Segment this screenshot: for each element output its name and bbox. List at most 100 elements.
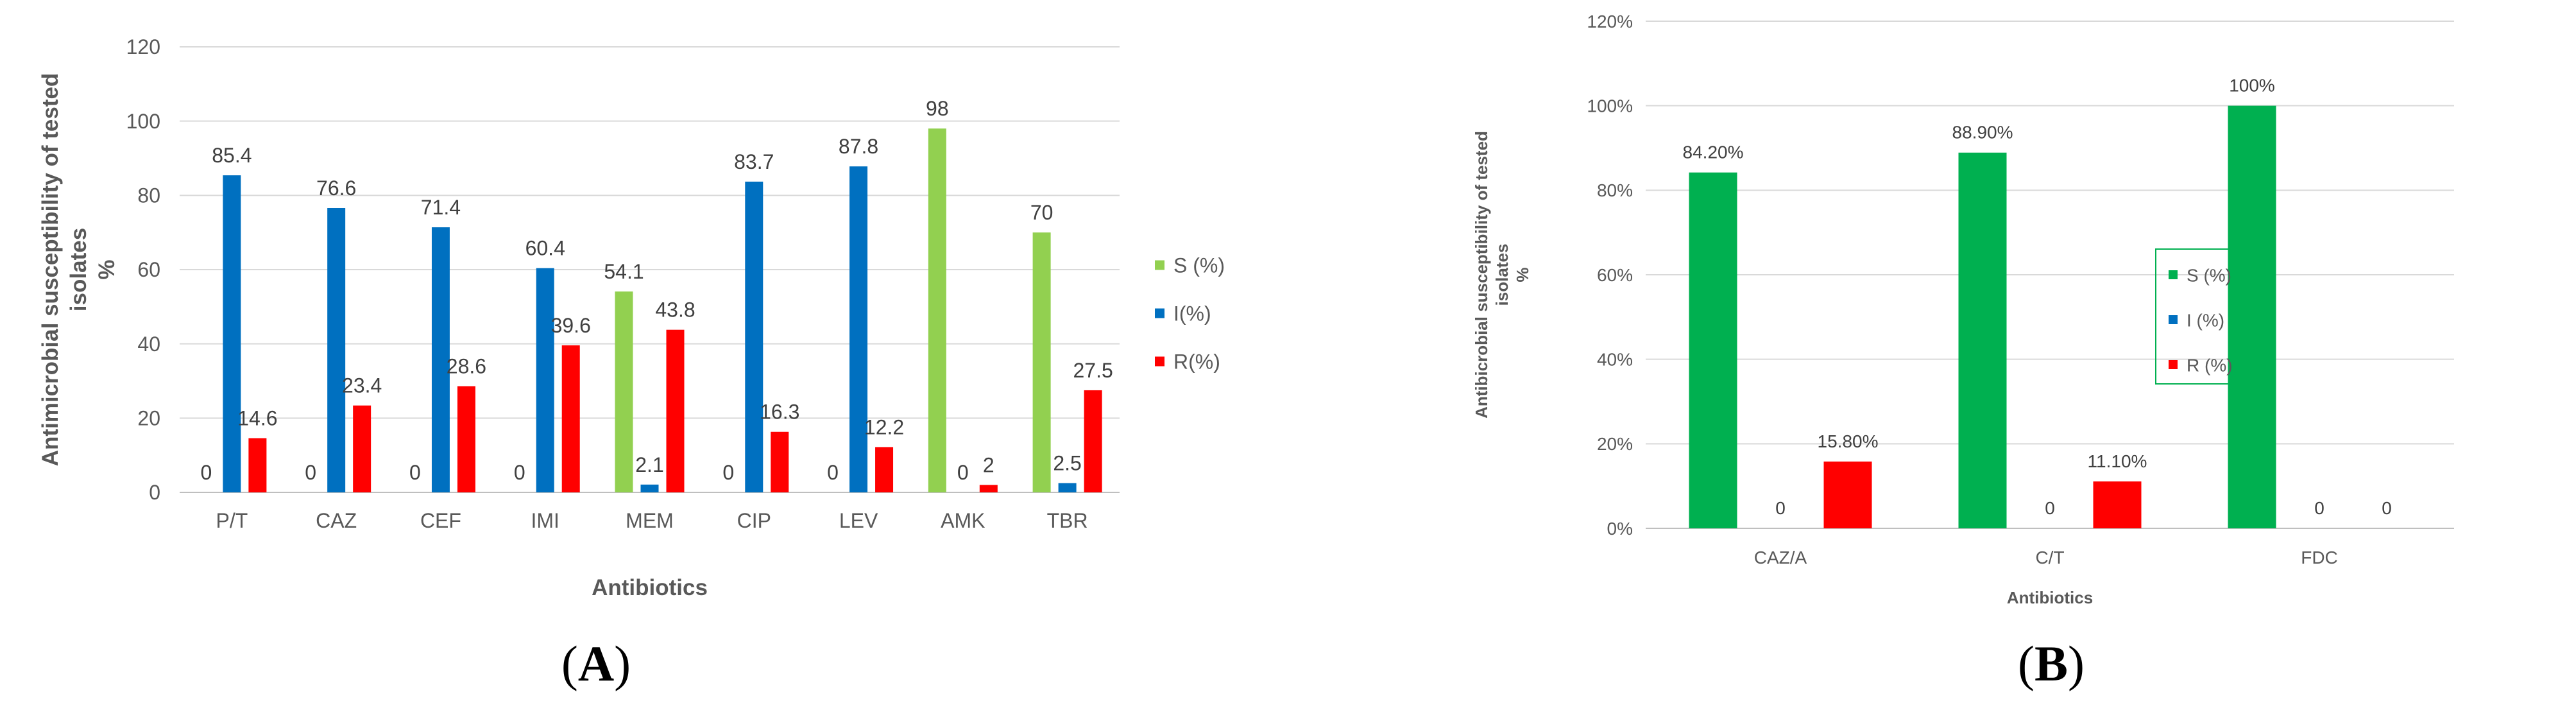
chart-b-data-label: 88.90%	[1952, 123, 2013, 143]
chart-a-bar	[745, 181, 763, 492]
chart-b: 0% 20% 40% 60% 80% 100% 120% 84.20% 0 15.80% CAZ/A…	[1472, 12, 2454, 691]
chart-a-bar	[640, 484, 659, 492]
chart-a-data-label: 43.8	[655, 299, 695, 322]
chart-b-legend-label: R (%)	[2187, 355, 2233, 375]
chart-b-y-tick-label: 0%	[1607, 519, 1633, 539]
chart-b-bar	[2093, 481, 2142, 528]
chart-a-bar	[327, 207, 346, 492]
chart-b-y-axis-title: Antibicrobial susceptibility of testedis…	[1472, 131, 1532, 419]
chart-a-bar	[561, 345, 580, 492]
chart-b-data-label: 0	[2045, 498, 2055, 518]
chart-a-data-label: 76.6	[316, 177, 356, 200]
chart-a-x-tick-label: CIP	[737, 509, 771, 532]
chart-a-x-tick-label: TBR	[1047, 509, 1088, 532]
chart-a-bar	[536, 268, 554, 492]
chart-a-data-label: 0	[409, 461, 421, 484]
chart-a-bar	[431, 227, 450, 492]
chart-a-y-tick-label: 40	[137, 333, 160, 356]
chart-a-legend-swatch	[1155, 308, 1164, 318]
chart-b-y-axis-title-line: %	[1513, 267, 1532, 282]
chart-b-y-axis-title-line: isolates	[1492, 244, 1512, 306]
chart-a-data-label: 87.8	[839, 135, 878, 158]
chart-b-panel-label: (B)	[2018, 636, 2085, 691]
chart-a-data-label: 27.5	[1073, 359, 1113, 382]
chart-a-data-label: 2	[983, 453, 994, 476]
chart-b-bar	[1689, 172, 1737, 528]
chart-a-data-label: 70	[1030, 201, 1053, 224]
chart-a-x-tick-label: CAZ	[316, 509, 357, 532]
chart-a: 020406080100120085.414.6P/T076.623.4CAZ0…	[38, 35, 1225, 691]
chart-a-bar	[875, 447, 894, 492]
chart-b-data-label: 100%	[2229, 76, 2275, 96]
chart-a-data-label: 2.1	[635, 453, 663, 476]
chart-a-data-label: 0	[827, 461, 839, 484]
chart-b-legend-label: I (%)	[2187, 310, 2224, 330]
chart-a-y-axis-title: Antimicrobial susceptibility of tested is…	[38, 73, 119, 467]
chart-a-bar	[223, 175, 241, 492]
chart-b-legend-swatch	[2169, 315, 2178, 324]
chart-a-data-label: 60.4	[525, 237, 565, 260]
chart-a-bar	[248, 438, 267, 492]
chart-a-bar	[979, 485, 998, 492]
chart-a-y-tick-label: 0	[149, 481, 160, 504]
chart-a-data-label: 0	[957, 461, 969, 484]
chart-b-legend-swatch	[2169, 270, 2178, 279]
chart-b-x-tick-label: CAZ/A	[1754, 548, 1807, 567]
chart-b-y-axis-title-line: Antibicrobial susceptibility of tested	[1472, 131, 1491, 419]
chart-a-y-axis-title-line: Antimicrobial susceptibility of tested	[38, 73, 63, 467]
chart-a-x-tick-label: CEF	[420, 509, 461, 532]
chart-a-legend-label: I(%)	[1173, 302, 1211, 325]
chart-a-data-label: 0	[722, 461, 734, 484]
chart-b-y-tick-label: 120%	[1587, 12, 1633, 31]
chart-b-legend-frame	[2155, 248, 2269, 385]
chart-a-bar	[849, 166, 868, 492]
chart-a-bar	[666, 329, 685, 492]
chart-b-y-tick-label: 20%	[1597, 434, 1633, 454]
chart-a-bar	[928, 128, 946, 492]
chart-a-y-tick-label: 120	[126, 35, 160, 58]
chart-b-y-tick-label: 40%	[1597, 349, 1633, 369]
chart-a-data-label: 71.4	[421, 196, 461, 219]
chart-b-data-label: 0	[2382, 498, 2392, 518]
chart-a-y-axis-title-line: %	[94, 259, 119, 279]
chart-a-legend-label: R(%)	[1173, 350, 1220, 374]
chart-a-data-label: 0	[305, 461, 316, 484]
chart-b-y-tick-label: 80%	[1597, 180, 1633, 200]
chart-a-legend-swatch	[1155, 356, 1164, 367]
chart-a-bar	[615, 291, 633, 492]
chart-a-legend-swatch	[1155, 260, 1164, 270]
chart-a-x-axis-title: Antibiotics	[592, 575, 708, 600]
chart-b-y-tick-label: 100%	[1587, 96, 1633, 116]
chart-a-legend-label: S (%)	[1173, 254, 1225, 277]
chart-b-data-label: 0	[1775, 498, 1786, 518]
chart-a-panel-label: (A)	[561, 636, 631, 691]
chart-a-x-tick-label: IMI	[531, 509, 559, 532]
chart-a-data-label: 2.5	[1053, 452, 1081, 475]
chart-a-bar	[457, 386, 475, 492]
chart-a-y-axis-title-line: isolates	[66, 228, 91, 311]
chart-a-data-label: 85.4	[212, 144, 252, 167]
chart-b-data-label: 0	[2314, 498, 2324, 518]
chart-a-bar	[1032, 232, 1051, 492]
chart-a-x-tick-label: MEM	[626, 509, 674, 532]
chart-b-bar	[1958, 152, 2007, 528]
chart-a-bar	[1084, 390, 1102, 492]
chart-a-y-tick-label: 100	[126, 110, 160, 133]
chart-a-data-label: 98	[926, 97, 949, 120]
chart-b-x-tick-label: FDC	[2301, 548, 2338, 567]
chart-a-x-tick-label: P/T	[216, 509, 248, 532]
chart-b-bar	[1823, 461, 1872, 528]
chart-a-data-label: 14.6	[237, 407, 277, 430]
chart-a-bar	[771, 431, 789, 492]
chart-a-data-label: 23.4	[342, 374, 382, 397]
chart-b-data-label: 15.80%	[1818, 431, 1879, 451]
chart-a-data-label: 0	[200, 461, 212, 484]
chart-a-data-label: 0	[514, 461, 525, 484]
chart-a-data-label: 16.3	[760, 401, 799, 424]
chart-a-y-tick-label: 60	[137, 258, 160, 281]
chart-b-legend-label: S (%)	[2187, 265, 2231, 285]
chart-a-bar	[1058, 483, 1077, 492]
chart-b-x-tick-label: C/T	[2035, 548, 2064, 567]
chart-b-legend-swatch	[2169, 360, 2178, 369]
